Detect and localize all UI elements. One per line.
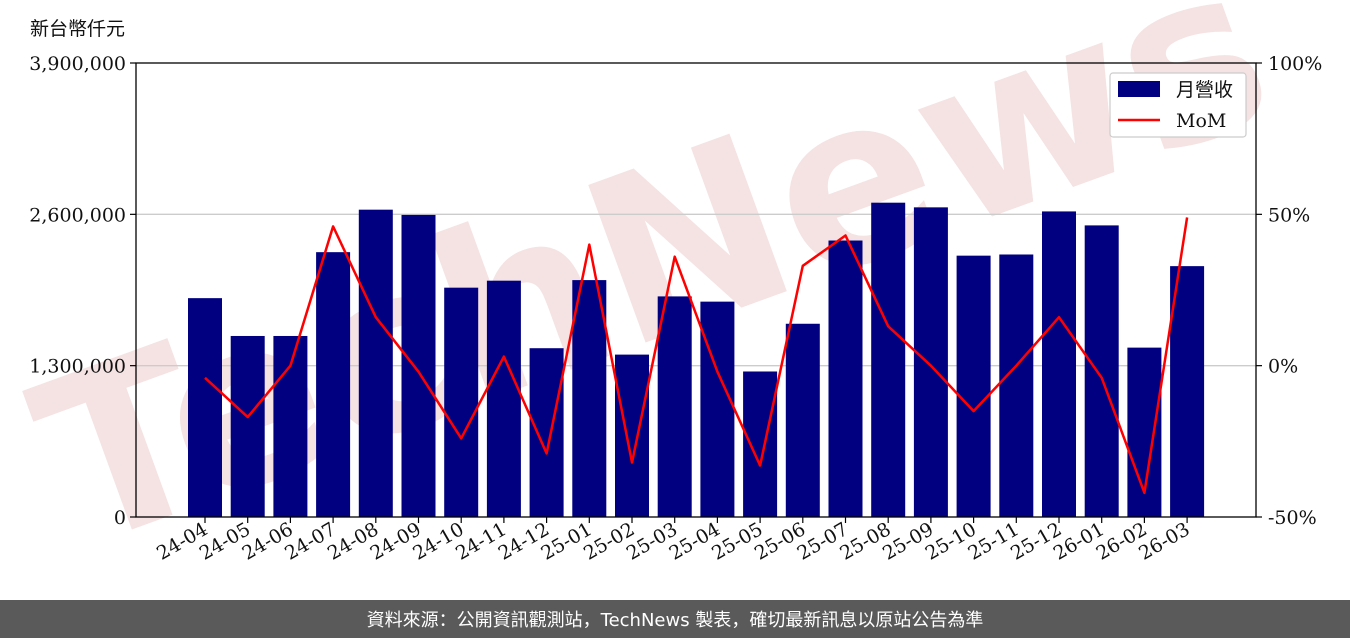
y-left-tick-label: 0 (114, 507, 126, 529)
bar (1170, 266, 1205, 517)
bar (743, 371, 778, 517)
bar (188, 298, 222, 517)
footer-text: 資料來源：公開資訊觀測站，TechNews 製表，確切最新訊息以原站公告為準 (366, 610, 984, 631)
bar (572, 280, 607, 517)
bar (230, 335, 265, 517)
bar (913, 207, 948, 517)
legend: 月營收 MoM (1109, 72, 1247, 138)
chart: 新台幣仟元 TechNews 0 1,300,000 2,600,000 3,900,0… (6, 0, 1322, 600)
bar (785, 323, 820, 517)
bar (871, 202, 906, 517)
chart-svg: TechNews01,300,0002,600,0003,900,000-50%… (6, 0, 1322, 600)
bar (401, 214, 436, 517)
y-left-tick-label: 1,300,000 (29, 356, 126, 378)
plot-frame (135, 62, 1257, 518)
unit-label: 新台幣仟元 (30, 18, 126, 40)
bar (1042, 211, 1076, 517)
y-left-tick-label: 3,900,000 (29, 53, 126, 75)
bar (999, 254, 1034, 517)
source-footer: 資料來源：公開資訊觀測站，TechNews 製表，確切最新訊息以原站公告為準 (0, 600, 1350, 638)
bar (529, 348, 564, 517)
legend-label-bar: 月營收 (1176, 79, 1233, 101)
bar (358, 209, 393, 517)
bar (486, 280, 521, 517)
y-right-tick-label: 100% (1268, 53, 1322, 75)
y-left-tick-label: 2,600,000 (29, 204, 126, 226)
bar (316, 252, 351, 517)
legend-swatch-bar (1118, 81, 1160, 97)
bar (657, 296, 692, 517)
y-right-tick-label: 50% (1268, 204, 1310, 226)
legend-label-line: MoM (1176, 110, 1226, 132)
bar (615, 354, 649, 517)
bar (956, 255, 991, 517)
mom-line (204, 217, 1189, 495)
y-right-tick-label: 0% (1268, 356, 1298, 378)
bar (1084, 225, 1119, 517)
y-right-tick-label: -50% (1268, 507, 1317, 529)
bar (700, 301, 735, 517)
bar (444, 287, 479, 517)
bar (828, 240, 863, 517)
